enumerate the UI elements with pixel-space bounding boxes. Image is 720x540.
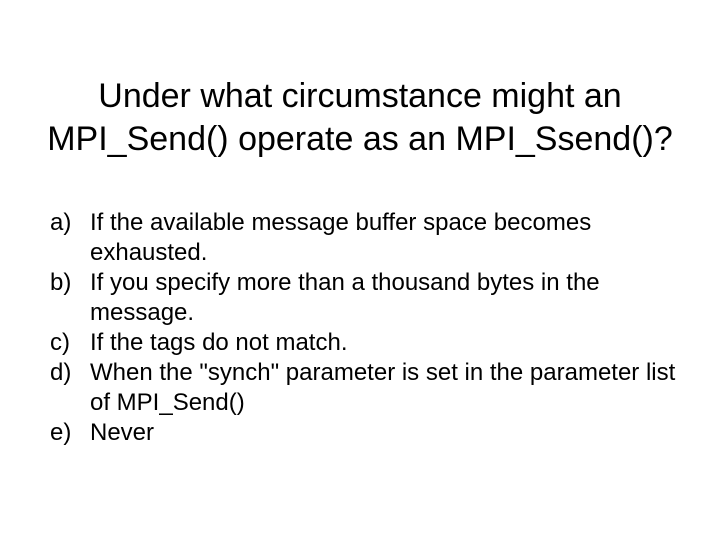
option-e: e) Never (50, 418, 680, 448)
option-marker: b) (50, 268, 90, 298)
option-text: When the "synch" parameter is set in the… (90, 358, 680, 418)
option-marker: c) (50, 328, 90, 358)
option-marker: e) (50, 418, 90, 448)
option-text: If you specify more than a thousand byte… (90, 268, 680, 328)
option-text: If the available message buffer space be… (90, 208, 680, 268)
slide-title: Under what circumstance might an MPI_Sen… (0, 0, 720, 160)
slide: Under what circumstance might an MPI_Sen… (0, 0, 720, 540)
option-b: b) If you specify more than a thousand b… (50, 268, 680, 328)
option-c: c) If the tags do not match. (50, 328, 680, 358)
option-text: If the tags do not match. (90, 328, 680, 358)
option-d: d) When the "synch" parameter is set in … (50, 358, 680, 418)
option-marker: a) (50, 208, 90, 238)
option-text: Never (90, 418, 680, 448)
option-a: a) If the available message buffer space… (50, 208, 680, 268)
option-marker: d) (50, 358, 90, 388)
options-list: a) If the available message buffer space… (0, 160, 720, 448)
